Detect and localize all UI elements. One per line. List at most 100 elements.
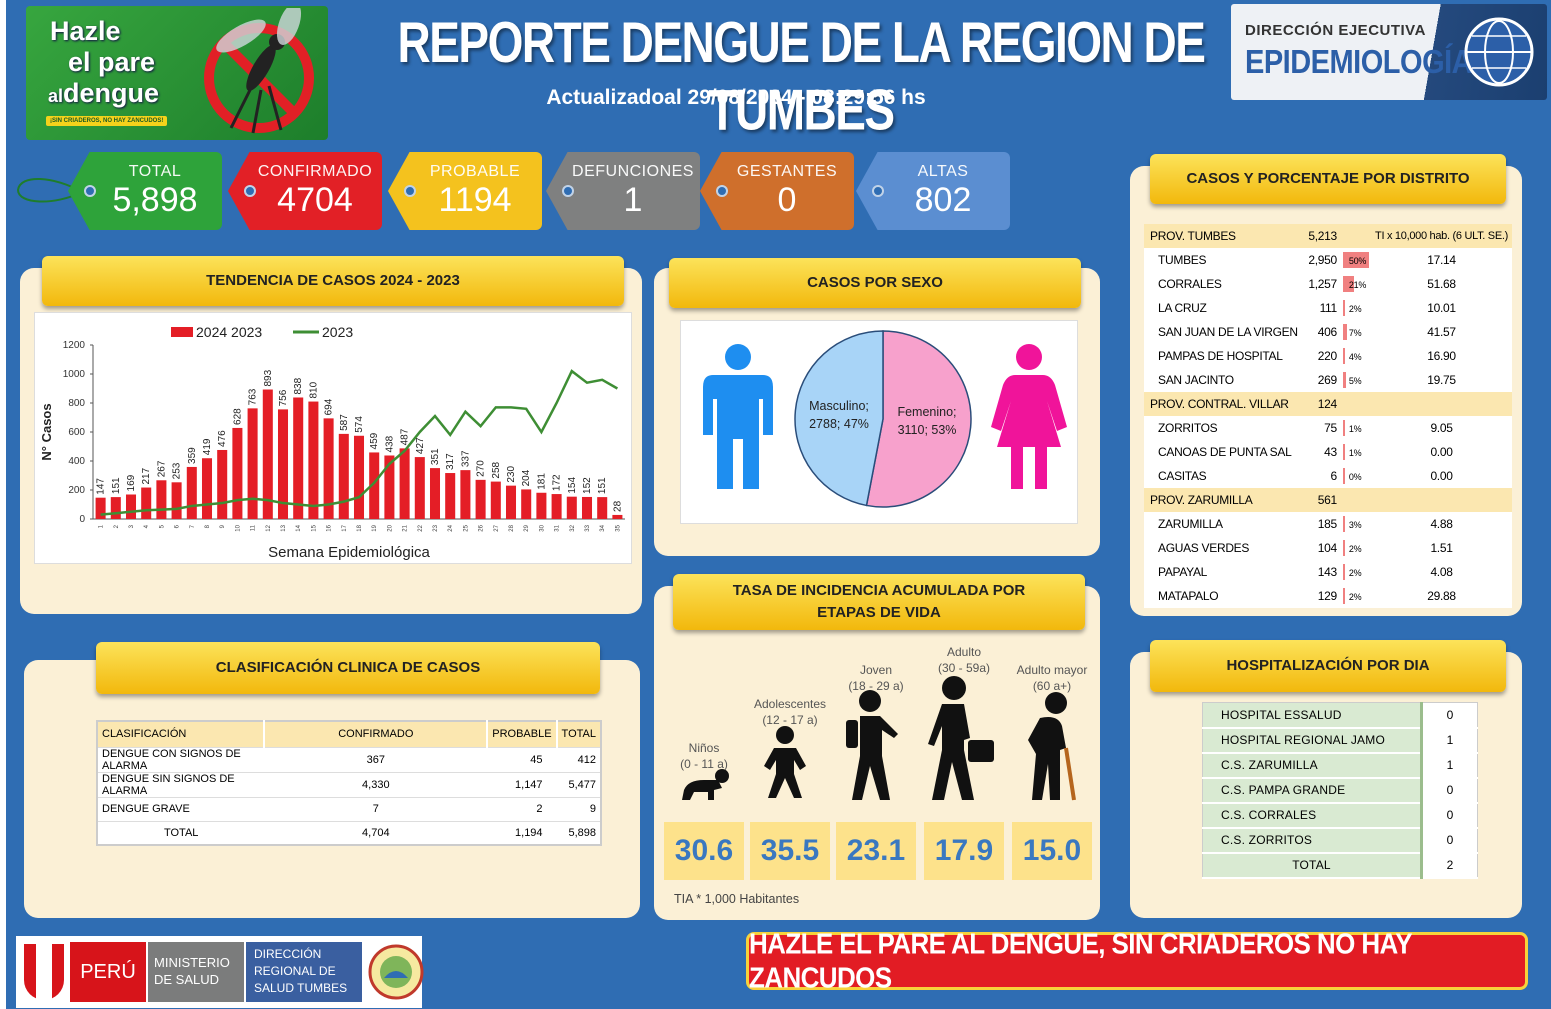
bar-2024 [460,470,471,519]
hospital-name: C.S. CORRALES [1202,802,1422,829]
district-pct: 2% [1348,304,1362,314]
district-rate: 19.75 [1427,373,1456,387]
bar-2024 [612,514,623,519]
bar-value-label: 459 [369,432,380,449]
district-pct-cell: 7% [1341,320,1371,344]
x-tick-label: 28 [509,524,515,531]
y-axis-label: N° Casos [39,403,54,460]
district-row: CASITAS 6 0% 0.00 [1144,464,1512,488]
bar-value-label: 28 [612,500,623,512]
bar-value-label: 267 [156,460,167,477]
bar-2024 [490,481,501,519]
district-cases: 6 [1330,469,1338,483]
y-tick-label: 1200 [63,340,86,351]
hospital-row: C.S. PAMPA GRANDE 0 [1202,777,1478,804]
clinical-cell: 5,898 [556,821,601,846]
district-pct-bar [1342,372,1346,388]
district-province-row: PROV. TUMBES 5,213 TI x 10,000 hab. (6 ULT… [1144,224,1512,248]
age-group-value: 17.9 [924,822,1004,880]
logo-line3-small: al [48,86,64,106]
bar-2024 [277,409,289,519]
elderly-icon [1028,692,1076,801]
agency-logo: DIRECCIÓN EJECUTIVA EPIDEMIOLOGÍA [1231,4,1547,100]
incidence-note: TIA * 1,000 Habitantes [674,892,800,906]
hospital-row: HOSPITAL REGIONAL JAMO 1 [1202,727,1478,754]
young-adult-icon [846,690,898,800]
district-pct-cell: 21% [1341,272,1371,296]
bar-value-label: 169 [126,474,137,491]
bar-value-label: 756 [278,389,289,406]
x-tick-label: 1 [99,524,105,528]
district-row: CORRALES 1,257 21% 51.68 [1144,272,1512,296]
bar-2024 [536,492,547,519]
x-tick-label: 31 [555,524,561,531]
district-cases: 104 [1317,541,1337,555]
agency-line2: EPIDEMIOLOGÍA [1245,44,1473,81]
bar-2024 [110,497,121,519]
dashboard-board: Hazle el pare aldengue ¡SIN CRIADEROS, N… [6,0,1551,1009]
bar-value-label: 253 [172,462,183,479]
bar-2024 [551,494,562,519]
clinical-cell: DENGUE SIN SIGNOS DE ALARMA [97,772,265,798]
clinical-cell: 7 [264,797,488,822]
bar-2024 [232,427,243,519]
trend-chart-area: 0 200 400 600 800 1000 1200 N° Casos Semana Epid… [34,312,632,564]
bar-2024 [505,485,517,519]
tag-string-icon [16,178,83,203]
summary-tag-5: ALTAS 802 [856,152,1010,230]
update-timestamp: Actualizadoal 29/08/2024 - 08:29:56 hs [546,86,926,109]
logo-tagline: ¡SIN CRIADEROS, NO HAY ZANCUDOS! [46,116,168,126]
x-tick-label: 6 [175,524,181,528]
pie-slice-male [794,330,884,507]
incidence-title-line2: ETAPAS DE VIDA [817,604,941,621]
district-name: LA CRUZ [1158,301,1207,315]
district-pct: 2% [1348,544,1362,554]
slogan-banner: HAZLE EL PARE AL DENGUE, SIN CRIADEROS N… [746,927,1528,994]
x-tick-label: 30 [539,524,545,531]
hospital-row: C.S. ZARUMILLA 1 [1202,752,1478,779]
district-rate: 0.00 [1430,445,1453,459]
district-rate: 41.57 [1427,325,1456,339]
district-rate: 10.01 [1427,301,1456,315]
bar-value-label: 838 [293,377,304,394]
sex-chart-area: Masculino; 2788; 47% Femenino; 3110; 53% [680,320,1078,524]
x-tick-label: 22 [418,524,424,531]
district-name: SAN JACINTO [1158,373,1234,387]
age-group-label: Adolescentes (12 - 17 a) [742,696,838,728]
district-pct: 0% [1348,472,1362,482]
age-group-name: Niños [688,741,720,755]
district-name: MATAPALO [1158,589,1219,603]
clinical-cell: 2 [487,797,557,822]
district-pct-cell: 2% [1341,584,1371,608]
age-group-name: Adolescentes [753,697,827,711]
x-tick-label: 21 [403,524,409,531]
district-row: MATAPALO 129 2% 29.88 [1144,584,1512,608]
district-cases: 129 [1317,589,1337,603]
bar-value-label: 230 [506,466,517,483]
bar-value-label: 438 [384,435,395,452]
district-rate: 51.68 [1427,277,1456,291]
district-pct: 7% [1348,328,1362,338]
district-pct-cell: 1% [1341,440,1371,464]
trend-title: TENDENCIA DE CASOS 2024 - 2023 [42,256,624,306]
bar-2024 [521,489,532,519]
bar-value-label: 427 [415,437,426,454]
hospital-row: C.S. CORRALES 0 [1202,802,1478,829]
district-name: PROV. TUMBES [1150,229,1236,243]
tag-label: TOTAL [128,163,182,180]
district-pct: 50% [1348,256,1367,266]
x-axis-label: Semana Epidemiológica [268,544,430,561]
bar-2024 [353,435,365,519]
district-cases: 75 [1324,421,1337,435]
x-tick-label: 14 [296,524,302,531]
age-group-range: (60 a+) [1032,679,1072,693]
clinical-row: TOTAL 4,704 1,194 5,898 [97,821,601,846]
district-row: CANOAS DE PUNTA SAL 43 1% 0.00 [1144,440,1512,464]
district-row: SAN JUAN DE LA VIRGEN 406 7% 41.57 [1144,320,1512,344]
district-pct-cell [1341,224,1371,248]
bar-2024 [566,496,577,519]
district-pct-cell: 1% [1341,416,1371,440]
hospital-name: C.S. PAMPA GRANDE [1202,777,1422,804]
diresa-seal-icon [368,944,424,1000]
clinical-cell: TOTAL [97,821,265,846]
